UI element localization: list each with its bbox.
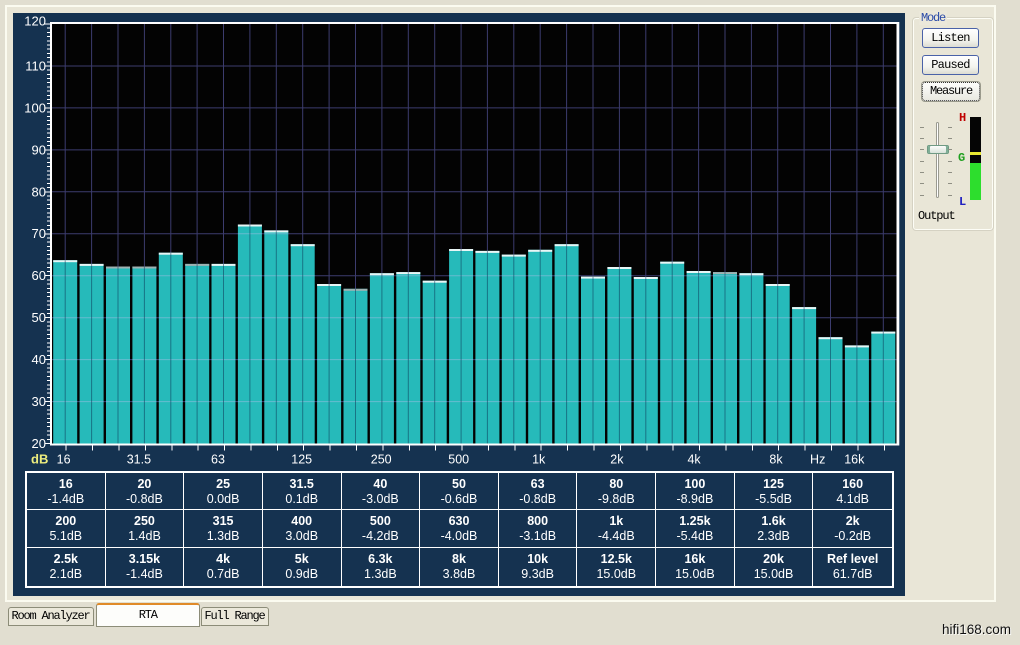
svg-text:250: 250 (371, 453, 392, 467)
svg-text:63: 63 (211, 453, 225, 467)
svg-text:16: 16 (57, 453, 71, 467)
svg-text:dB: dB (31, 452, 48, 467)
svg-text:100: 100 (24, 100, 46, 115)
svg-text:40: 40 (32, 352, 46, 367)
svg-text:125: 125 (291, 453, 312, 467)
svg-text:30: 30 (32, 394, 46, 409)
svg-text:4k: 4k (687, 453, 701, 467)
svg-text:90: 90 (32, 142, 46, 157)
svg-text:60: 60 (32, 268, 46, 283)
svg-text:110: 110 (25, 59, 46, 74)
svg-text:70: 70 (32, 226, 46, 241)
svg-text:20: 20 (32, 436, 46, 451)
svg-text:31.5: 31.5 (127, 453, 151, 467)
svg-text:80: 80 (32, 184, 46, 199)
svg-text:1k: 1k (532, 453, 546, 467)
svg-text:Hz: Hz (810, 453, 825, 467)
svg-text:500: 500 (448, 453, 469, 467)
svg-text:50: 50 (32, 310, 46, 325)
svg-text:8k: 8k (769, 453, 783, 467)
svg-text:16k: 16k (844, 453, 865, 467)
svg-text:2k: 2k (610, 453, 624, 467)
svg-text:120: 120 (24, 14, 46, 29)
